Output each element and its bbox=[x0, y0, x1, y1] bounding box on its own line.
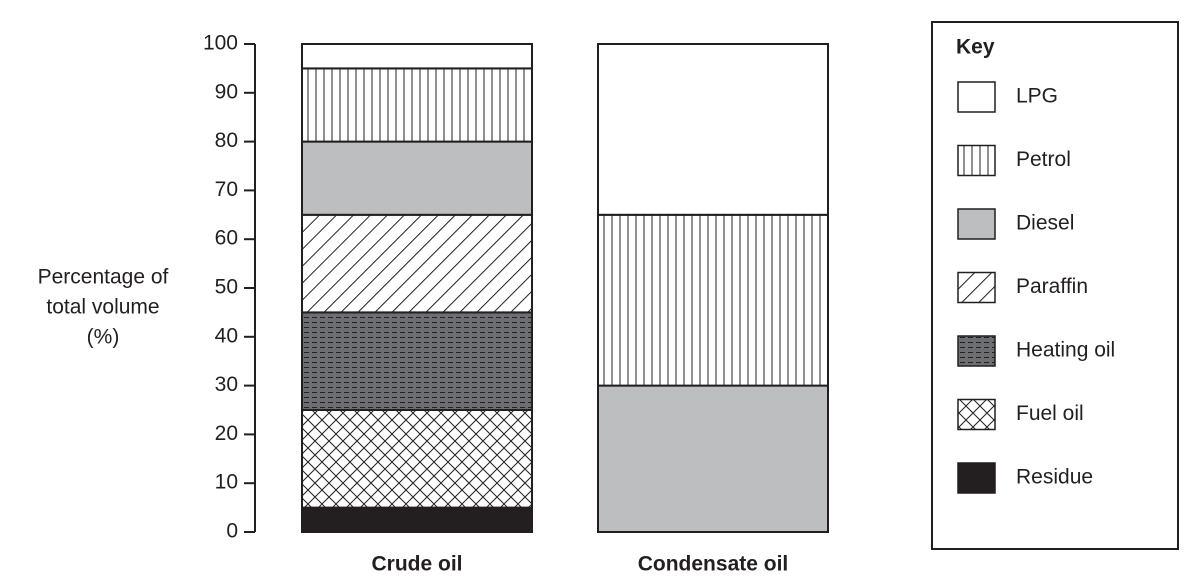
legend-label: LPG bbox=[1016, 85, 1058, 108]
bar-segment bbox=[301, 213, 533, 314]
legend-swatch bbox=[957, 81, 996, 113]
y-tick-label: 30 bbox=[215, 373, 238, 396]
bar-segment bbox=[597, 384, 829, 533]
bar-segment bbox=[301, 140, 533, 216]
legend-label: Fuel oil bbox=[1016, 402, 1084, 425]
legend-swatch bbox=[957, 144, 996, 177]
y-tick-label: 0 bbox=[226, 520, 238, 543]
legend-swatch bbox=[957, 208, 996, 240]
legend-swatch bbox=[957, 398, 996, 431]
bar-segment bbox=[301, 67, 533, 143]
y-tick-label: 10 bbox=[215, 471, 238, 494]
bar-segment bbox=[301, 311, 533, 411]
y-tick-label: 20 bbox=[215, 422, 238, 445]
y-axis-label: (%) bbox=[87, 326, 120, 349]
x-tick-label: Crude oil bbox=[371, 553, 462, 576]
legend-swatch bbox=[957, 462, 996, 494]
y-axis-label: Percentage of bbox=[38, 266, 169, 289]
legend-swatch bbox=[957, 335, 996, 367]
x-tick-label: Condensate oil bbox=[638, 553, 789, 576]
legend-swatch bbox=[957, 271, 996, 304]
bar-segment bbox=[597, 43, 829, 216]
y-tick-label: 40 bbox=[215, 324, 238, 347]
y-tick-label: 50 bbox=[215, 276, 238, 299]
y-axis-label: total volume bbox=[46, 296, 159, 319]
legend-label: Heating oil bbox=[1016, 339, 1115, 362]
legend-label: Residue bbox=[1016, 466, 1093, 489]
legend-title: Key bbox=[956, 36, 995, 59]
y-tick-label: 80 bbox=[215, 129, 238, 152]
y-tick-label: 100 bbox=[203, 32, 238, 55]
legend-label: Paraffin bbox=[1016, 275, 1088, 298]
legend-label: Diesel bbox=[1016, 212, 1074, 235]
legend-label: Petrol bbox=[1016, 148, 1071, 171]
legend-box bbox=[931, 21, 1179, 550]
bar-segment bbox=[597, 213, 829, 387]
bar-segment bbox=[301, 409, 533, 509]
y-tick-label: 90 bbox=[215, 80, 238, 103]
y-tick-label: 60 bbox=[215, 227, 238, 250]
y-tick-label: 70 bbox=[215, 178, 238, 201]
bar-segment bbox=[301, 43, 533, 70]
bar-segment bbox=[301, 506, 533, 534]
